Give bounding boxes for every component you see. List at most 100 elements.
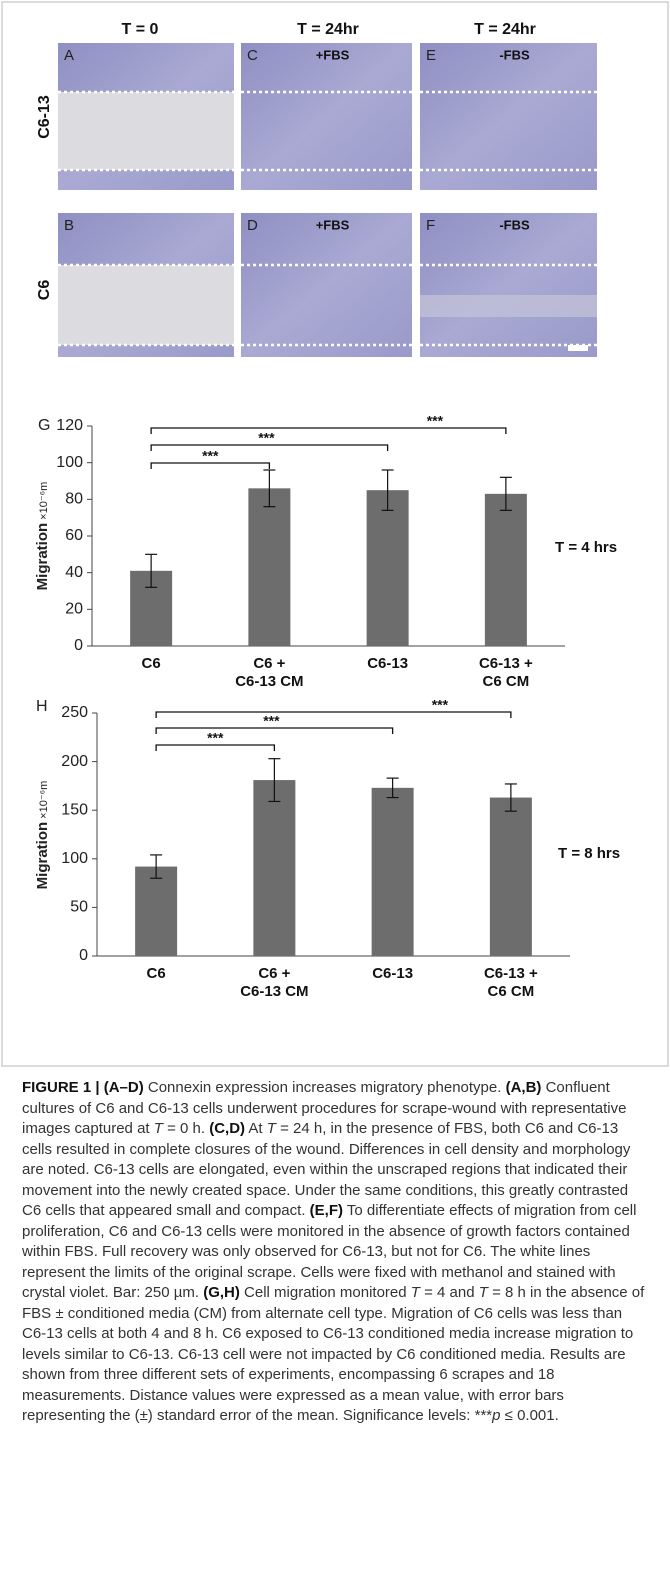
x-tick-label: C6 + C6-13 CM [235, 655, 304, 690]
y-tick-label: 20 [65, 601, 83, 618]
bar [135, 866, 178, 956]
panel-letter: E [426, 47, 436, 64]
caption-run: T [478, 1284, 488, 1301]
column-header: T = 0 [122, 21, 159, 38]
bar [484, 493, 527, 646]
y-axis-title: Migration [34, 522, 51, 591]
x-tick-label: C6 [146, 965, 166, 982]
y-tick-label: 200 [61, 753, 88, 770]
caption-run: ≤ 0.001. [500, 1407, 559, 1424]
y-tick-label: 120 [56, 417, 83, 434]
x-tick-label: C6 [141, 655, 161, 672]
significance-label: *** [432, 697, 449, 713]
caption-run: = 24 h, in the presence of FBS, both C6 … [22, 1120, 631, 1219]
x-tick-label: C6-13 [367, 655, 409, 672]
y-tick-label: 150 [61, 801, 88, 818]
y-tick-label: 80 [65, 491, 83, 508]
micrograph [241, 43, 412, 190]
caption-run: Cell migration monitored [239, 1284, 411, 1301]
y-tick-label: 60 [65, 527, 83, 544]
y-tick-label: 100 [61, 850, 88, 867]
caption-run: T [266, 1120, 276, 1137]
figure-graphics: T = 0 T = 24hr T = 24hr C6-13 C6 A C +FBS E -FBS B… [1, 1, 669, 1067]
caption-run: p [492, 1407, 501, 1424]
error-bar [145, 553, 158, 588]
significance-bracket [150, 462, 271, 469]
y-tick-label: 0 [79, 947, 88, 964]
caption-run: (C,D) [209, 1120, 246, 1137]
significance-bracket [155, 727, 394, 734]
condition-label: -FBS [499, 47, 530, 62]
micrograph [420, 213, 597, 357]
figure: T = 0 T = 24hr T = 24hr C6-13 C6 A C +FBS E -FBS B… [1, 1, 669, 1067]
bar [489, 797, 532, 956]
error-bar [381, 469, 394, 511]
column-header: T = 24hr [474, 21, 536, 38]
panel-letter: D [247, 217, 258, 234]
micrograph [241, 213, 412, 357]
scrape-gap [58, 92, 234, 170]
y-tick-label: 0 [74, 637, 83, 654]
caption-run: T [410, 1284, 420, 1301]
caption-run: (G,H) [203, 1284, 240, 1301]
panel-letter: H [36, 698, 48, 715]
bar [366, 490, 409, 646]
significance-bracket [150, 427, 507, 434]
error-bar [504, 783, 517, 812]
x-tick-label: C6 + C6-13 CM [240, 965, 309, 1000]
significance-label: *** [427, 413, 444, 429]
significance-label: *** [207, 730, 224, 746]
bar [248, 488, 291, 646]
caption-run: T [153, 1120, 163, 1137]
x-tick-label: C6-13 + C6 CM [483, 965, 538, 1000]
caption-run: Connexin expression increases migratory … [143, 1079, 506, 1096]
annotation: T = 4 hrs [555, 539, 617, 556]
y-axis-title: Migration [34, 821, 51, 890]
panel-letter: A [64, 47, 74, 64]
condition-label: -FBS [499, 217, 530, 232]
significance-bracket [155, 744, 276, 751]
bar [371, 787, 414, 956]
x-tick-label: C6-13 [372, 965, 414, 982]
panel-letter: B [64, 217, 74, 234]
panel-letter: F [426, 217, 435, 234]
scrape-gap [58, 265, 234, 345]
caption-run: FIGURE 1 | (A–D) [22, 1079, 144, 1096]
significance-bracket [150, 444, 389, 451]
significance-label: *** [202, 448, 219, 464]
micrograph [420, 43, 597, 190]
caption-run: = 8 h in the absence of FBS ± conditione… [22, 1284, 645, 1424]
error-bar [150, 854, 163, 879]
panel-letter: C [247, 47, 258, 64]
y-tick-label: 250 [61, 704, 88, 721]
x-tick-label: C6-13 + C6 CM [478, 655, 533, 690]
condition-label: +FBS [316, 47, 350, 62]
caption-run: = 4 and [419, 1284, 479, 1301]
bar [253, 780, 296, 956]
partial-gap [420, 295, 597, 317]
y-axis-label: Migration ×10⁻⁶m [34, 725, 56, 945]
y-axis-unit: ×10⁻⁶m [38, 481, 50, 520]
scale-bar [568, 345, 588, 351]
y-axis-label: Migration ×10⁻⁶m [34, 426, 56, 646]
significance-label: *** [263, 713, 280, 729]
caption-run: Confluent cultures of C6 and C6-13 cells… [22, 1079, 627, 1137]
error-bar [499, 476, 512, 511]
significance-label: *** [258, 430, 275, 446]
error-bar [268, 758, 281, 803]
caption-run: To differentiate effects of migration fr… [22, 1202, 637, 1301]
annotation: T = 8 hrs [558, 845, 620, 862]
y-axis-unit: ×10⁻⁶m [38, 780, 50, 819]
caption-run: At [245, 1120, 267, 1137]
y-tick-label: 40 [65, 564, 83, 581]
caption-run: = 0 h. [162, 1120, 210, 1137]
significance-bracket [155, 711, 512, 718]
row-label: C6 [36, 280, 53, 301]
caption-run: (A,B) [505, 1079, 542, 1096]
condition-label: +FBS [316, 217, 350, 232]
caption: FIGURE 1 | (A–D) Connexin expression inc… [22, 1078, 650, 1427]
column-header: T = 24hr [297, 21, 359, 38]
error-bar [386, 777, 399, 799]
error-bar [263, 469, 276, 508]
